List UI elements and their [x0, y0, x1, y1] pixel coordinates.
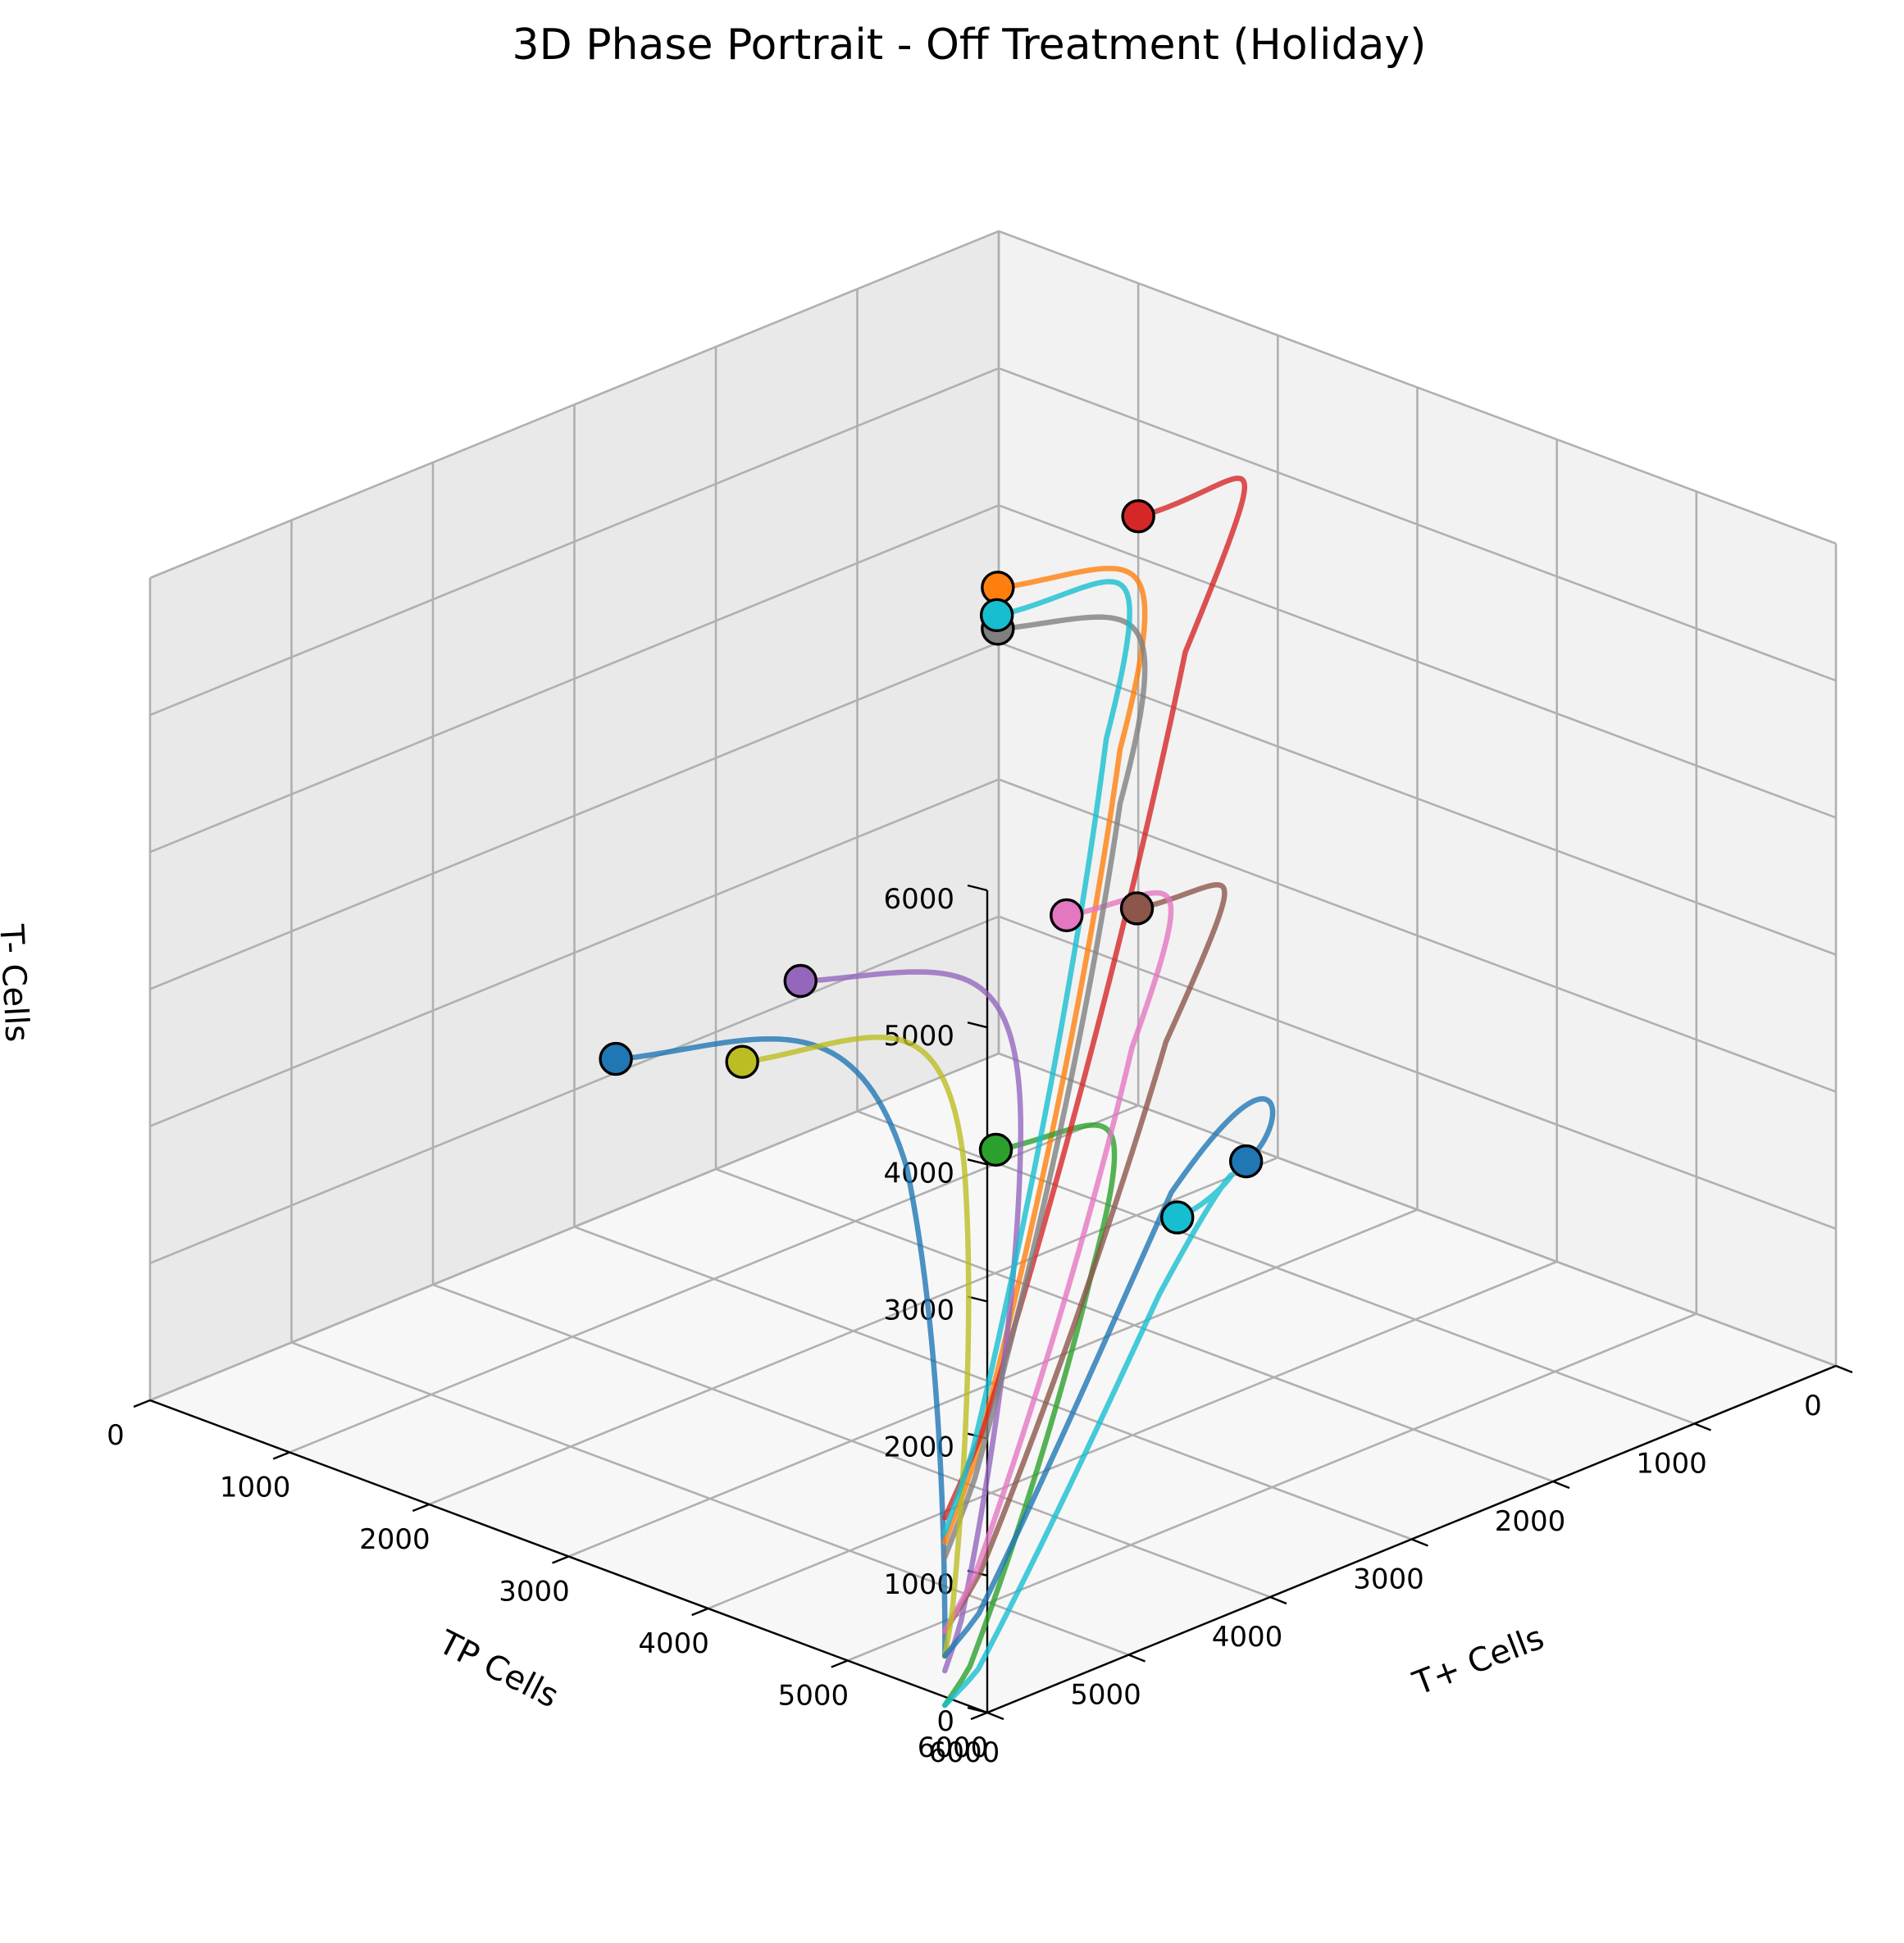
y-tick — [1835, 1364, 1853, 1374]
x-tick-label: 6000 — [918, 1731, 989, 1764]
z-tick-label: 6000 — [883, 883, 954, 916]
x-tick — [691, 1607, 709, 1617]
z-tick-label: 2000 — [883, 1431, 954, 1464]
x-tick — [272, 1451, 290, 1460]
x-tick-label: 5000 — [778, 1680, 850, 1713]
trajectory-line — [942, 476, 1248, 1521]
gridline-z — [149, 503, 1837, 853]
x-tick-label: 3000 — [499, 1576, 570, 1609]
z-tick-label: 3000 — [883, 1295, 954, 1327]
z-tick-label: 0 — [936, 1705, 954, 1738]
x-tick-label: 0 — [107, 1419, 125, 1452]
trajectory-start-marker — [1050, 898, 1084, 933]
gridline-z — [149, 230, 1837, 580]
y-tick-label: 6000 — [929, 1736, 1000, 1769]
axis-panes — [150, 231, 1836, 1713]
x-tick-label: 2000 — [359, 1523, 430, 1556]
start-markers — [599, 498, 1264, 1235]
z-tick — [967, 1706, 988, 1714]
trajectory-start-marker — [599, 1041, 633, 1076]
gridline-z — [149, 366, 1837, 717]
x-tick — [552, 1555, 569, 1564]
trajectory-line — [942, 566, 1148, 1545]
y-tick-label: 0 — [1804, 1390, 1822, 1422]
trajectory-start-marker — [1160, 1200, 1195, 1235]
z-tick — [967, 1158, 988, 1166]
y-tick-label: 4000 — [1212, 1621, 1283, 1654]
y-tick — [986, 1711, 1004, 1721]
z-tick — [967, 884, 988, 892]
trajectory-line — [942, 890, 1174, 1635]
chart-title: 3D Phase Portrait - Off Treatment (Holid… — [512, 20, 1427, 70]
trajectory-line — [942, 614, 1148, 1560]
z-tick-label: 4000 — [883, 1157, 954, 1190]
trajectories — [613, 476, 1276, 1709]
y-tick — [1552, 1480, 1570, 1490]
trajectory-start-marker — [979, 598, 1014, 633]
trajectory-line — [942, 579, 1132, 1536]
trajectory-line — [942, 1172, 1235, 1709]
y-tick-label: 5000 — [1070, 1679, 1141, 1712]
gridline-x — [847, 491, 1698, 1662]
y-tick — [1128, 1654, 1146, 1663]
trajectory-line — [739, 1034, 972, 1659]
x-tick-label: 4000 — [638, 1627, 709, 1660]
trajectory-start-marker — [725, 1044, 759, 1079]
y-axis-label: TP Cells — [432, 1623, 565, 1716]
y-tick — [1269, 1595, 1287, 1605]
y-tick-label: 3000 — [1353, 1563, 1424, 1596]
x-tick — [970, 1711, 988, 1721]
trajectory-line — [798, 969, 1024, 1674]
x-tick — [831, 1659, 849, 1668]
y-tick-label: 1000 — [1636, 1448, 1707, 1481]
x-tick — [412, 1503, 430, 1513]
x-tick-label: 1000 — [220, 1472, 291, 1504]
z-tick — [967, 1022, 988, 1029]
y-tick — [1411, 1538, 1428, 1547]
trajectory-line — [942, 1096, 1276, 1659]
trajectory-start-marker — [1119, 891, 1155, 926]
trajectory-start-marker — [1228, 1144, 1264, 1179]
trajectory-start-marker — [978, 1132, 1013, 1167]
trajectory-line — [942, 881, 1228, 1635]
y-tick — [1694, 1422, 1711, 1431]
x-tick — [133, 1399, 151, 1408]
trajectory-line — [613, 1035, 948, 1659]
gridline-y — [290, 520, 1129, 1656]
z-axis-label: T- Cells — [0, 922, 36, 1043]
trajectory-start-marker — [1121, 498, 1155, 534]
x-axis-label: T+ Cells — [1408, 1619, 1550, 1704]
trajectory-start-marker — [783, 963, 818, 999]
y-tick-label: 2000 — [1495, 1505, 1566, 1538]
